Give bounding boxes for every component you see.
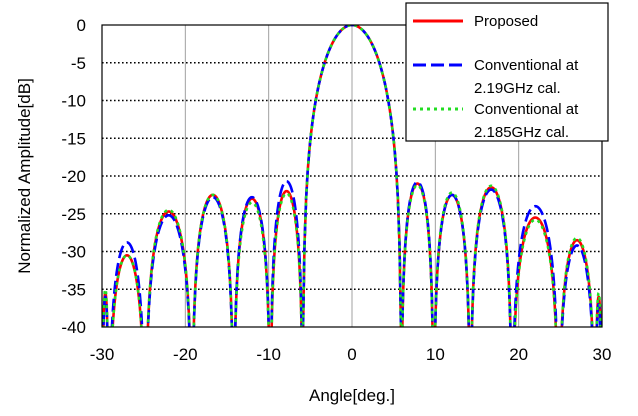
- legend: Proposed Conventional at 2.19GHz cal. Conve…: [405, 2, 609, 142]
- legend-label: 2.185GHz cal.: [474, 124, 569, 141]
- y-tick-label: -30: [61, 243, 86, 262]
- x-tick-label: 10: [426, 345, 445, 364]
- y-tick-label: -5: [71, 54, 86, 73]
- plot-area-frame: [101, 24, 603, 328]
- y-tick-label: -20: [61, 167, 86, 186]
- y-tick-label: -25: [61, 205, 86, 224]
- x-tick-label: -10: [256, 345, 281, 364]
- x-tick-label: -30: [90, 345, 115, 364]
- y-axis-title: Normalized Amplitude[dB]: [15, 78, 34, 274]
- x-tick-label: 0: [347, 345, 356, 364]
- legend-box: [405, 2, 609, 142]
- series-lines: [102, 25, 602, 327]
- x-tick-label: -20: [173, 345, 198, 364]
- x-tick-label: 20: [509, 345, 528, 364]
- y-tick-label: 0: [77, 16, 86, 35]
- legend-label: Conventional at: [474, 101, 579, 118]
- y-tick-label: -35: [61, 280, 86, 299]
- series-line: [102, 25, 602, 327]
- y-tick-label: -40: [61, 318, 86, 337]
- legend-label: 2.19GHz cal.: [474, 80, 561, 97]
- y-axis-ticks: 0 -5 -10 -15 -20 -25 -30 -35 -40: [61, 16, 86, 337]
- y-tick-label: -15: [61, 129, 86, 148]
- x-axis-ticks: -30 -20 -10 0 10 20 30: [90, 345, 612, 364]
- x-axis-title: Angle[deg.]: [309, 386, 395, 405]
- y-tick-label: -10: [61, 92, 86, 111]
- x-tick-label: 30: [593, 345, 612, 364]
- legend-label: Proposed: [474, 13, 538, 30]
- legend-label: Conventional at: [474, 57, 579, 74]
